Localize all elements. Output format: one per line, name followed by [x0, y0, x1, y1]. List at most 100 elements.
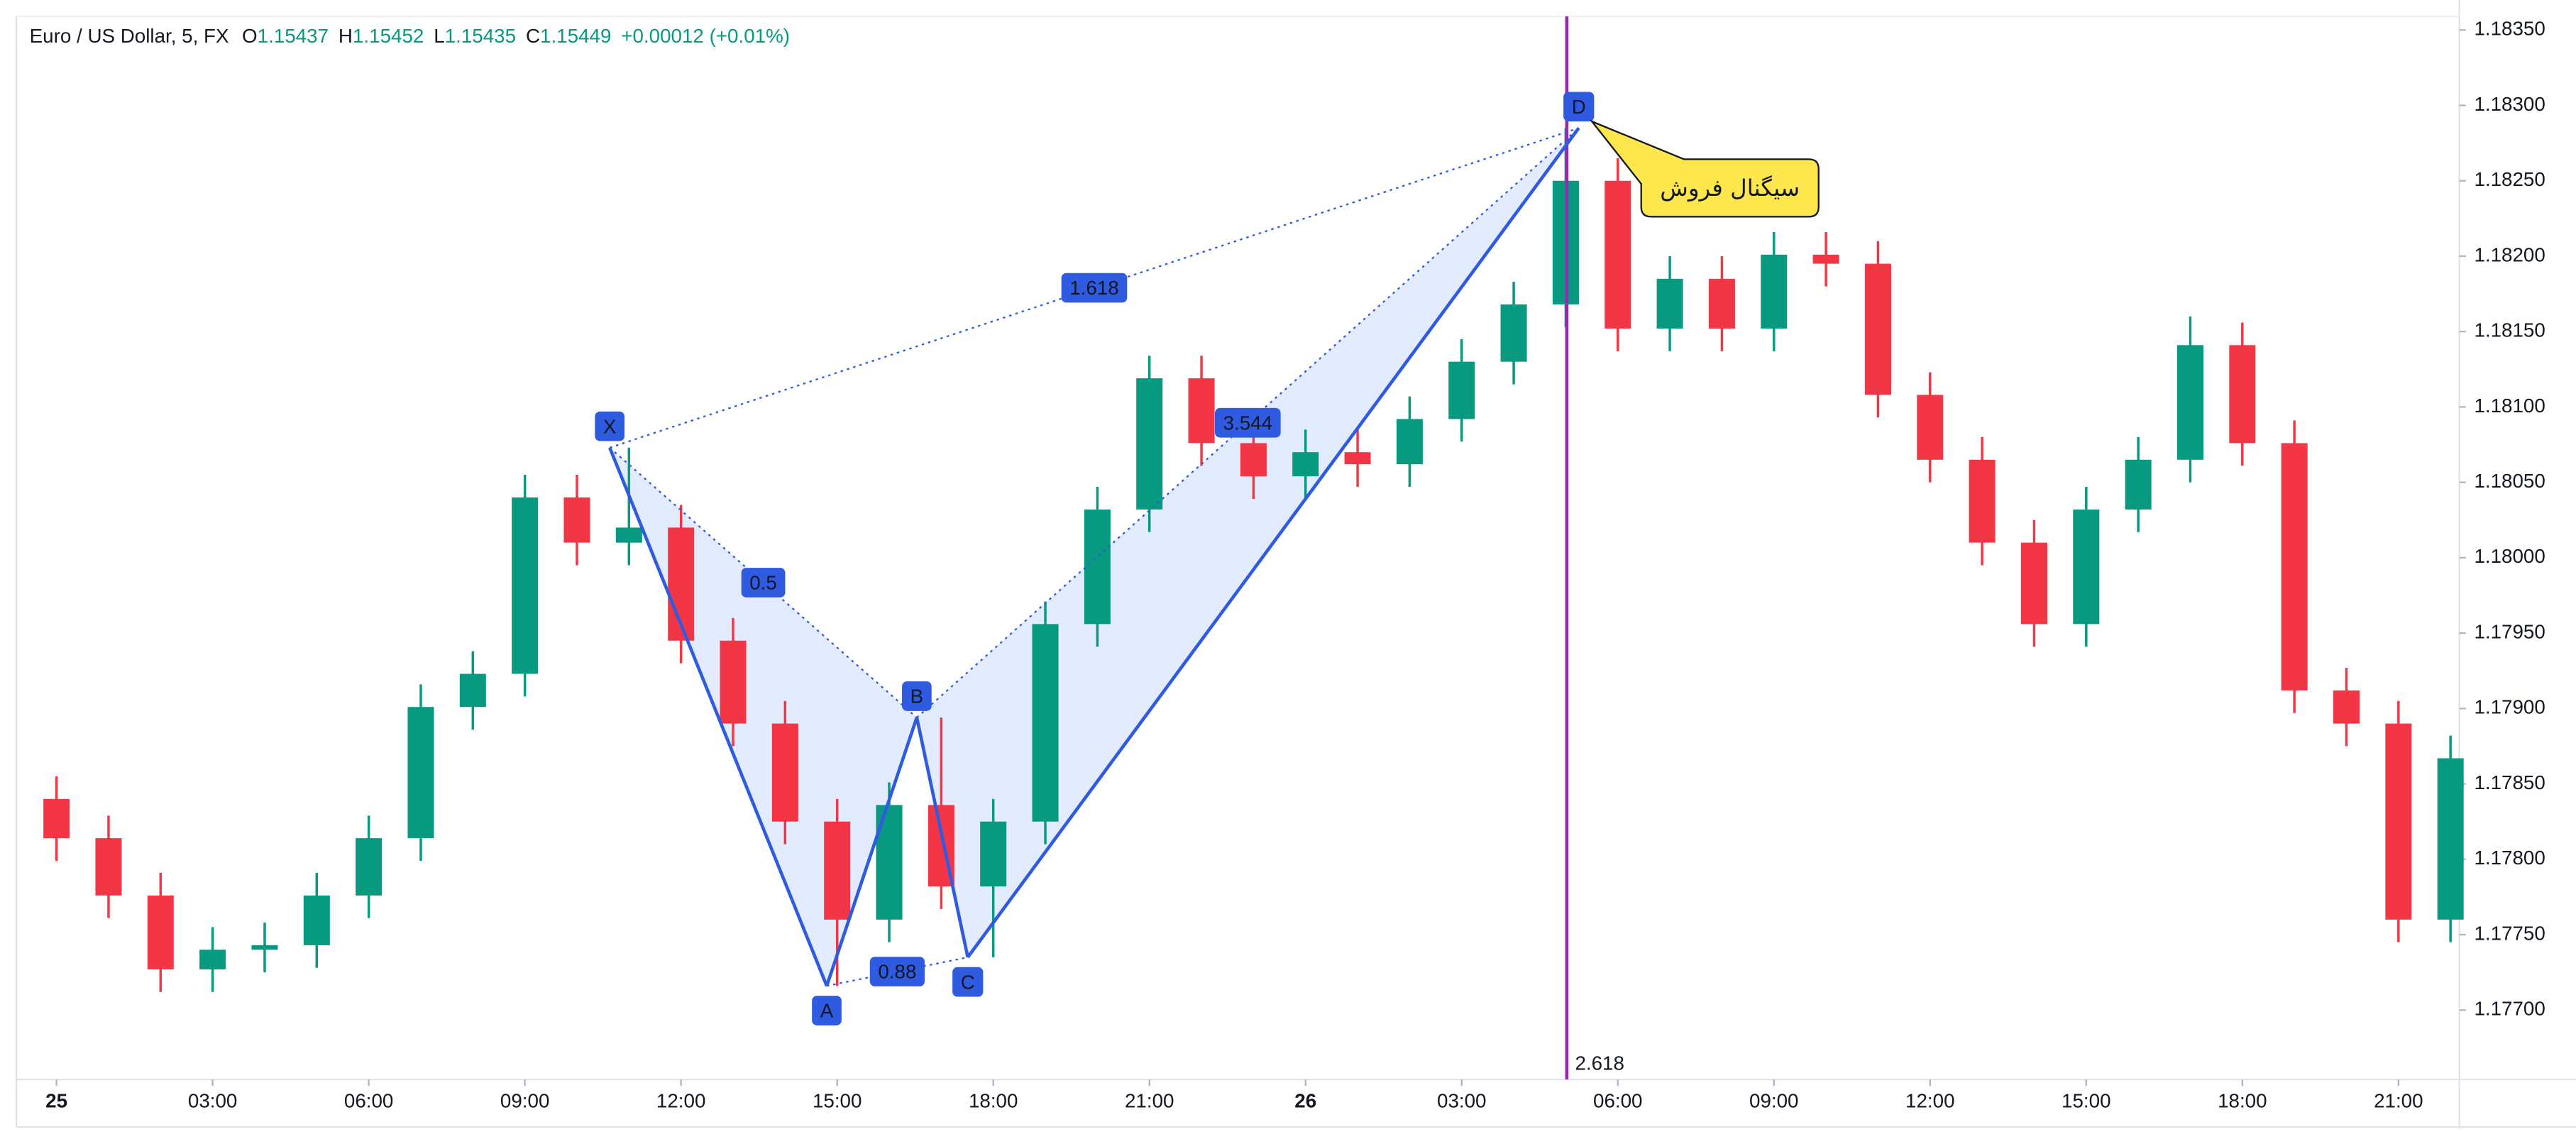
callout-text: سیگنال فروش — [1660, 175, 1800, 202]
pattern-leg — [966, 127, 1580, 959]
candle-body — [1500, 304, 1527, 362]
x-tick-label: 09:00 — [500, 1090, 549, 1112]
candle-body — [303, 895, 330, 945]
ohlc-key: L — [434, 26, 444, 48]
candle-body — [459, 673, 486, 708]
pattern-leg — [825, 717, 919, 987]
y-tick-label: 1.18200 — [2474, 243, 2545, 265]
candle-body — [1292, 452, 1319, 477]
candle-body — [1188, 378, 1215, 444]
ratio-label-text: 0.5 — [749, 572, 777, 594]
y-tick-label: 1.17800 — [2474, 847, 2545, 869]
point-label-text: X — [603, 415, 617, 437]
x-tick-label: 18:00 — [969, 1090, 1018, 1112]
candle-body — [2229, 345, 2256, 444]
x-tick-label: 12:00 — [656, 1090, 705, 1112]
x-tick-label: 25 — [45, 1090, 67, 1112]
candle-body — [824, 821, 851, 920]
ratio-label-box — [1061, 273, 1128, 303]
candle-body — [1969, 459, 1996, 543]
ohlc-key: H — [338, 26, 353, 48]
point-label-box — [595, 411, 625, 441]
candle-body — [771, 723, 798, 822]
y-tick-label: 1.18100 — [2474, 395, 2545, 417]
candle-body — [251, 945, 278, 950]
point-label-box — [812, 996, 842, 1025]
ohlc-key: C — [526, 26, 540, 48]
ohlc-value: 1.15435 — [445, 26, 516, 48]
ratio-label-text: 0.88 — [878, 961, 916, 983]
candle-body — [2281, 443, 2308, 691]
ratio-label-box — [1215, 407, 1281, 438]
point-label-text: A — [820, 1000, 834, 1022]
candle-body — [615, 527, 642, 543]
candle-body — [1396, 419, 1423, 465]
candle-body — [199, 950, 226, 969]
candle-body — [1656, 278, 1683, 329]
legend-header: Euro / US Dollar, 5, FX O1.15437 H1.15452 L… — [30, 26, 790, 48]
candle-body — [1708, 278, 1735, 329]
pattern-leg — [915, 717, 970, 958]
x-tick-label: 21:00 — [1125, 1090, 1174, 1112]
candle-body — [356, 838, 382, 896]
point-label-box — [902, 681, 932, 711]
candle-body — [2125, 459, 2152, 510]
candle-body — [2385, 723, 2412, 920]
ratio-label: 0.88 — [869, 957, 925, 986]
point-label-box — [1563, 92, 1595, 122]
point-label: X — [595, 411, 625, 441]
candle-body — [95, 838, 122, 896]
candle-body — [1084, 509, 1111, 625]
ratio-label: 1.618 — [1061, 273, 1128, 303]
point-label-box — [952, 967, 984, 997]
x-tick-label: 03:00 — [1437, 1090, 1486, 1112]
ratio-line — [826, 956, 968, 987]
y-tick-label: 1.18150 — [2474, 319, 2545, 341]
x-tick-label: 18:00 — [2218, 1090, 2267, 1112]
y-tick-label: 1.18050 — [2474, 470, 2545, 492]
candle-body — [563, 497, 590, 543]
point-label: D — [1563, 92, 1595, 122]
ohlc-value: 1.15452 — [353, 26, 424, 48]
point-label-text: D — [1572, 96, 1586, 118]
point-label-text: B — [910, 686, 924, 708]
candle-body — [2437, 758, 2464, 920]
candle-body — [2333, 690, 2360, 724]
candle-body — [1812, 254, 1839, 264]
candle-body — [1136, 378, 1163, 510]
candle-body — [720, 640, 747, 724]
candle-body — [2073, 509, 2100, 625]
ohlc-key: O — [242, 26, 258, 48]
ratio-label-text: 1.618 — [1069, 277, 1118, 299]
point-label-text: C — [961, 971, 975, 993]
callout — [1589, 119, 1820, 218]
overlay: 2.618 0.5 0.88 3.544 1.618 X A B C D سیگنال فروش — [595, 16, 1820, 1080]
y-tick-label: 1.18300 — [2474, 93, 2545, 115]
point-label: C — [952, 967, 984, 997]
point-label: A — [812, 996, 842, 1025]
candle-body — [147, 895, 174, 969]
candle-body — [1032, 624, 1059, 822]
pattern-area — [916, 128, 1579, 957]
ratio-label-box — [741, 568, 786, 598]
x-tick-label: 09:00 — [1749, 1090, 1798, 1112]
candle-body — [1344, 452, 1371, 465]
change: +0.00012 (+0.01%) — [621, 26, 790, 48]
y-tick-label: 1.18350 — [2474, 18, 2545, 40]
y-tick-label: 1.18000 — [2474, 545, 2545, 567]
y-tick-label: 1.17850 — [2474, 771, 2545, 793]
pattern-leg — [608, 446, 829, 987]
ohlc-value: 1.15449 — [540, 26, 611, 48]
candle-body — [1605, 180, 1631, 329]
candle-body — [407, 707, 434, 839]
x-tick-label: 06:00 — [344, 1090, 393, 1112]
candle-body — [980, 821, 1007, 887]
candle-body — [1917, 395, 1944, 460]
x-tick-label: 03:00 — [188, 1090, 237, 1112]
x-tick-label: 15:00 — [2062, 1090, 2110, 1112]
y-tick-label: 1.17950 — [2474, 620, 2545, 642]
point-label: B — [902, 681, 932, 711]
y-tick-label: 1.17750 — [2474, 922, 2545, 944]
